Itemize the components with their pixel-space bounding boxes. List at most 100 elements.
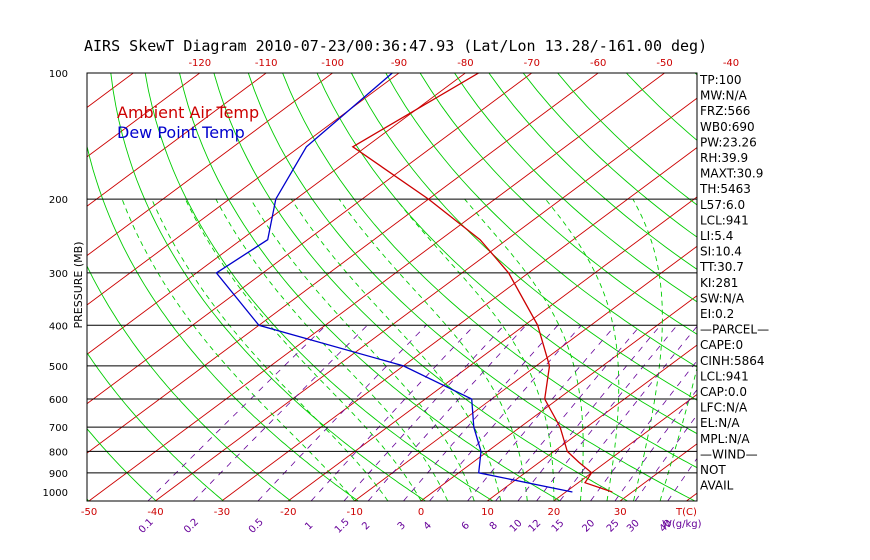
mixing-ratio-label: 0.5 bbox=[247, 517, 266, 536]
mixing-ratio-lines bbox=[147, 325, 697, 501]
top-temp-tick-label: -70 bbox=[524, 58, 540, 69]
mixing-ratio-label: 12 bbox=[527, 518, 544, 535]
bottom-temp-tick-label: -10 bbox=[347, 507, 363, 518]
mixing-ratio-label: 30 bbox=[625, 518, 642, 535]
mixing-ratio-line bbox=[429, 325, 582, 501]
top-temp-tick-label: -60 bbox=[590, 58, 606, 69]
sounding-profiles bbox=[215, 73, 613, 493]
chart-title: AIRS SkewT Diagram 2010-07-23/00:36:47.9… bbox=[84, 37, 707, 55]
mixing-ratio-line bbox=[403, 325, 559, 501]
mixing-ratio-line bbox=[536, 325, 678, 501]
dry-adiabat-line bbox=[385, 73, 697, 368]
pressure-axis: 100 200 300 400 500 600 700 800 900 1000 bbox=[43, 69, 68, 499]
mixing-ratio-label: 6 bbox=[460, 520, 472, 532]
mixing-ratio-line bbox=[517, 325, 661, 501]
stability-index: LCL:941 bbox=[700, 369, 749, 383]
mixing-ratio-label: 20 bbox=[580, 518, 597, 535]
moist-adiabat-line bbox=[464, 198, 584, 501]
isotherm-line bbox=[553, 393, 697, 501]
mixing-ratio-label: 0.1 bbox=[137, 517, 156, 536]
mixing-ratio-line bbox=[634, 414, 697, 501]
stability-index: TP:100 bbox=[699, 73, 742, 87]
stability-index: SI:10.4 bbox=[700, 245, 742, 259]
stability-index: LI:5.4 bbox=[700, 229, 733, 243]
stability-index: L57:6.0 bbox=[700, 198, 745, 212]
dry-adiabat-line bbox=[0, 54, 23, 503]
mixing-ratio-line bbox=[495, 325, 641, 501]
bottom-temp-axis: -50 -40 -30 -20 -10 0 10 20 30 bbox=[81, 507, 627, 518]
stability-index: SW:N/A bbox=[700, 291, 745, 305]
stability-index: PW:23.26 bbox=[700, 135, 757, 149]
mixing-ratio-line bbox=[590, 360, 697, 501]
dry-adiabat-line bbox=[419, 73, 697, 335]
stability-index: CAP:0.0 bbox=[700, 385, 747, 399]
isotherm-line bbox=[87, 73, 599, 454]
moist-adiabat-line bbox=[395, 198, 555, 501]
isotherm-line bbox=[420, 295, 697, 501]
stability-index: CAPE:0 bbox=[700, 338, 743, 352]
pressure-tick-label: 900 bbox=[49, 469, 68, 480]
plot-frame bbox=[86, 72, 698, 502]
moist-adiabat-line bbox=[545, 198, 620, 501]
bottom-temp-tick-label: -40 bbox=[147, 507, 163, 518]
stability-index: EL:N/A bbox=[700, 416, 740, 430]
mixing-ratio-label: 1.5 bbox=[333, 517, 352, 536]
stability-index: EI:0.2 bbox=[700, 307, 734, 321]
isotherm-line bbox=[287, 196, 697, 501]
isotherm-line bbox=[487, 344, 697, 501]
moist-adiabat-line bbox=[121, 198, 356, 501]
top-temp-tick-label: -120 bbox=[188, 58, 211, 69]
pressure-tick-label: 100 bbox=[49, 69, 68, 80]
mixing-ratio-label: 3 bbox=[396, 520, 408, 532]
mixing-ratio-line bbox=[667, 457, 697, 501]
mixing-ratio-line bbox=[193, 325, 368, 501]
moist-adiabat-line bbox=[632, 198, 663, 501]
temperature-profile-line bbox=[351, 73, 613, 493]
stability-index: MW:N/A bbox=[700, 89, 748, 103]
mixing-ratio-label: 15 bbox=[550, 518, 567, 535]
stability-index: WB0:690 bbox=[700, 120, 755, 134]
dry-adiabat-line bbox=[316, 73, 697, 435]
isotherm-line bbox=[87, 73, 201, 158]
pressure-tick-label: 500 bbox=[49, 362, 68, 373]
pressure-tick-label: 200 bbox=[49, 195, 68, 206]
dry-adiabat-line bbox=[350, 73, 697, 401]
mixing-ratio-line bbox=[614, 389, 697, 501]
top-temp-tick-label: -110 bbox=[255, 58, 278, 69]
mixing-ratio-line bbox=[147, 325, 327, 501]
moist-adiabat-line bbox=[184, 198, 422, 501]
bottom-temp-tick-label: 20 bbox=[548, 507, 561, 518]
stability-index: LFC:N/A bbox=[700, 401, 748, 415]
moist-adiabat-lines bbox=[121, 198, 697, 501]
mixing-ratio-line bbox=[367, 325, 527, 501]
moist-adiabat-line bbox=[290, 198, 502, 501]
stability-index: KI:281 bbox=[700, 276, 738, 290]
bottom-temp-tick-label: 0 bbox=[418, 507, 424, 518]
stability-index: MAXT:30.9 bbox=[700, 167, 763, 181]
mixing-ratio-line bbox=[343, 325, 505, 501]
dry-adiabat-line bbox=[488, 73, 697, 270]
isotherm-line bbox=[354, 245, 697, 501]
bottom-temp-tick-label: 10 bbox=[481, 507, 494, 518]
mixing-ratio-label: 2 bbox=[360, 520, 372, 532]
isotherm-line bbox=[87, 73, 533, 405]
mixing-ratio-labels: 0.1 0.2 0.5 1 1.5 2 3 4 6 8 10 12 15 20 25 30 40 bbox=[137, 517, 675, 536]
dry-adiabat-line bbox=[809, 54, 870, 503]
top-temp-axis: -120 -110 -100 -90 -80 -70 -60 -50 -40 bbox=[188, 58, 739, 69]
mixing-ratio-label: 1 bbox=[303, 520, 315, 532]
legend: Ambient Air Temp Dew Point Temp bbox=[117, 103, 259, 142]
bottom-temp-tick-label: 30 bbox=[614, 507, 627, 518]
bottom-temp-tick-label: -50 bbox=[81, 507, 97, 518]
bottom-temp-tick-label: -30 bbox=[214, 507, 230, 518]
grid-lines bbox=[0, 54, 870, 503]
stability-index: —WIND— bbox=[700, 447, 758, 461]
dry-adiabat-line bbox=[743, 54, 870, 503]
isobar-lines bbox=[87, 198, 697, 474]
mixing-ratio-label: 4 bbox=[422, 520, 434, 532]
mixing-unit-label: W(g/kg) bbox=[662, 519, 702, 530]
mixing-ratio-line bbox=[559, 325, 697, 501]
dry-adiabat-line bbox=[522, 73, 697, 238]
isotherm-lines bbox=[87, 73, 697, 501]
stability-index: RH:39.9 bbox=[700, 151, 748, 165]
